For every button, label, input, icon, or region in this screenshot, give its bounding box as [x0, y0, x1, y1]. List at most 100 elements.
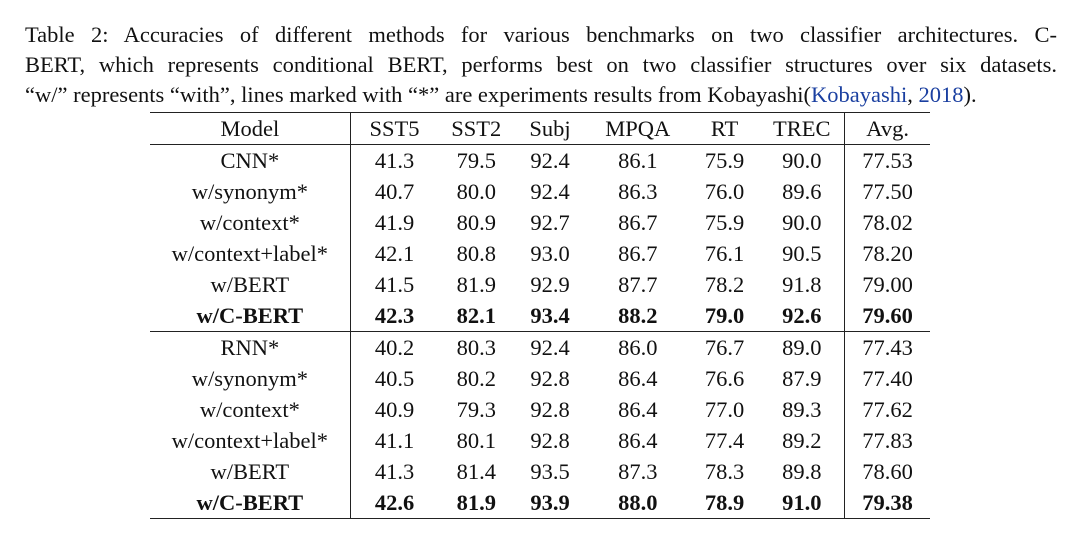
caption-line: “w/” represents “with”, lines marked wit…: [25, 80, 1057, 110]
caption-line: BERT, which represents conditional BERT,…: [25, 50, 1057, 80]
caption-line: Table 2: Accuracies of different methods…: [25, 20, 1057, 50]
accuracy-cell: 40.2: [374, 335, 415, 360]
accuracy-cell: 91.8: [759, 269, 846, 300]
accuracy-cell: 79.60: [862, 303, 913, 328]
accuracy-cell: 41.5: [374, 272, 415, 297]
model-name: w/context+label*: [150, 425, 351, 456]
row-group: CNN* 41.3 79.5 92.4 86.1 75.9 90.0 77.53 w/synon…: [150, 144, 930, 332]
accuracy-cell: 77.0: [704, 397, 745, 422]
caption-text: “w/” represents “with”, lines marked wit…: [25, 82, 811, 107]
accuracy-cell: 82.1: [456, 303, 496, 328]
accuracy-cell: 92.8: [530, 366, 570, 391]
accuracy-cell: 86.1: [618, 148, 658, 173]
accuracy-cell: 79.3: [456, 397, 496, 422]
accuracy-cell: 42.3: [374, 303, 415, 328]
accuracy-cell: 89.2: [759, 425, 846, 456]
accuracy-cell: 79.00: [862, 272, 913, 297]
table-row: w/C-BERT 42.3 82.1 93.4 88.2 79.0 92.6 79.60: [150, 300, 930, 332]
accuracy-cell: 78.9: [704, 490, 745, 515]
table-row: w/BERT 41.3 81.4 93.5 87.3 78.3 89.8 78.60: [150, 456, 930, 487]
accuracy-cell: 77.83: [862, 428, 913, 453]
accuracy-cell: 89.0: [759, 331, 846, 363]
accuracy-cell: 77.50: [862, 179, 913, 204]
table-row: w/context+label* 41.1 80.1 92.8 86.4 77.4 89.2…: [150, 425, 930, 456]
accuracy-cell: 79.0: [704, 303, 745, 328]
table-row: w/synonym* 40.7 80.0 92.4 86.3 76.0 89.6 77.50: [150, 176, 930, 207]
table-row: w/context* 41.9 80.9 92.7 86.7 75.9 90.0 78.02: [150, 207, 930, 238]
caption-text: ).: [963, 82, 977, 107]
citation-link: Kobayashi: [810, 82, 908, 107]
caption-text: Table 2: Accuracies of different methods…: [25, 22, 1057, 47]
accuracy-cell: 86.4: [618, 366, 658, 391]
model-name: w/context+label*: [150, 238, 351, 269]
accuracy-cell: 93.9: [530, 490, 570, 515]
model-name: w/context*: [150, 207, 351, 238]
column-header: SST2: [451, 116, 502, 141]
accuracy-cell: 92.4: [530, 148, 570, 173]
accuracy-cell: 91.0: [759, 487, 846, 519]
accuracy-cell: 40.5: [374, 366, 415, 391]
table-row: RNN* 40.2 80.3 92.4 86.0 76.7 89.0 77.43: [150, 331, 930, 363]
column-header: Subj: [529, 116, 571, 141]
accuracy-cell: 90.5: [759, 238, 846, 269]
model-name: CNN*: [150, 144, 351, 176]
accuracy-cell: 78.3: [704, 459, 745, 484]
accuracy-cell: 76.6: [704, 366, 745, 391]
accuracy-cell: 86.4: [618, 397, 658, 422]
caption-text: BERT, which represents conditional BERT,…: [25, 52, 1057, 77]
accuracy-cell: 86.4: [618, 428, 658, 453]
accuracy-cell: 92.9: [530, 272, 570, 297]
table-row: w/BERT 41.5 81.9 92.9 87.7 78.2 91.8 79.00: [150, 269, 930, 300]
accuracy-cell: 93.0: [530, 241, 570, 266]
accuracy-cell: 78.2: [704, 272, 745, 297]
accuracy-cell: 87.3: [618, 459, 658, 484]
accuracy-cell: 92.7: [530, 210, 570, 235]
accuracy-cell: 77.4: [704, 428, 745, 453]
accuracy-cell: 90.0: [759, 207, 846, 238]
accuracy-cell: 81.9: [456, 272, 496, 297]
accuracy-cell: 77.43: [862, 335, 913, 360]
accuracy-cell: 93.5: [530, 459, 570, 484]
table-row: w/C-BERT 42.6 81.9 93.9 88.0 78.9 91.0 79.38: [150, 487, 930, 519]
accuracy-cell: 80.3: [456, 335, 496, 360]
accuracy-cell: 86.3: [618, 179, 658, 204]
accuracy-cell: 41.3: [374, 148, 415, 173]
accuracy-cell: 77.62: [862, 397, 913, 422]
row-group: RNN* 40.2 80.3 92.4 86.0 76.7 89.0 77.43 w/synon…: [150, 331, 930, 519]
caption: Table 2: Accuracies of different methods…: [25, 20, 1057, 110]
accuracy-cell: 41.9: [374, 210, 415, 235]
accuracy-cell: 86.0: [618, 335, 658, 360]
accuracy-cell: 80.2: [456, 366, 496, 391]
accuracy-cell: 41.1: [374, 428, 415, 453]
accuracy-cell: 88.2: [618, 303, 658, 328]
model-name: w/BERT: [150, 456, 351, 487]
accuracy-cell: 40.7: [374, 179, 415, 204]
accuracy-cell: 88.0: [618, 490, 658, 515]
accuracy-cell: 75.9: [704, 210, 745, 235]
accuracy-cell: 41.3: [374, 459, 415, 484]
table-row: w/context* 40.9 79.3 92.8 86.4 77.0 89.3 77.62: [150, 394, 930, 425]
column-header: SST5: [369, 116, 420, 141]
table-header: Model SST5 SST2 Subj MPQA RT TREC Avg.: [150, 112, 930, 145]
model-name: w/synonym*: [150, 176, 351, 207]
accuracy-cell: 80.8: [456, 241, 496, 266]
accuracy-cell: 76.1: [704, 241, 745, 266]
column-header: TREC: [759, 112, 846, 145]
accuracy-cell: 79.38: [862, 490, 913, 515]
accuracy-cell: 76.0: [704, 179, 745, 204]
accuracy-cell: 93.4: [530, 303, 570, 328]
table-row: CNN* 41.3 79.5 92.4 86.1 75.9 90.0 77.53: [150, 144, 930, 176]
caption-text: ,: [907, 82, 919, 107]
model-name: w/BERT: [150, 269, 351, 300]
accuracy-cell: 89.8: [759, 456, 846, 487]
accuracy-cell: 92.4: [530, 179, 570, 204]
accuracy-cell: 42.6: [374, 490, 415, 515]
accuracy-cell: 40.9: [374, 397, 415, 422]
accuracy-cell: 77.40: [862, 366, 913, 391]
accuracy-cell: 92.8: [530, 397, 570, 422]
accuracy-cell: 80.9: [456, 210, 496, 235]
accuracy-cell: 80.0: [456, 179, 496, 204]
model-name: w/C-BERT: [150, 487, 351, 519]
table-row: w/context+label* 42.1 80.8 93.0 86.7 76.1 90.5…: [150, 238, 930, 269]
model-name: w/synonym*: [150, 363, 351, 394]
